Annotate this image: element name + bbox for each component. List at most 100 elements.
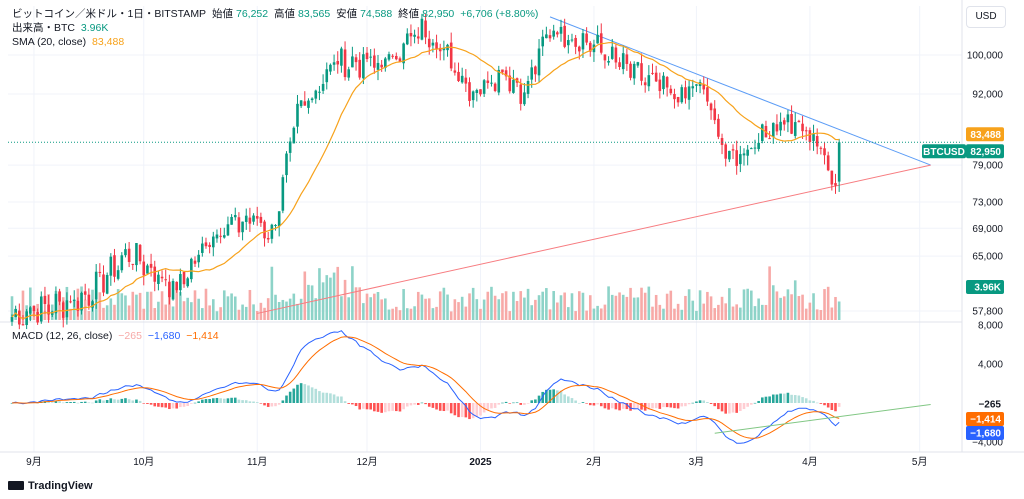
macd-hist-bar	[684, 403, 687, 407]
volume-bar	[486, 291, 490, 320]
currency-button[interactable]: USD	[966, 6, 1006, 28]
macd-hist-bar	[771, 394, 775, 403]
volume-bar	[340, 296, 343, 320]
macd-hist-bar	[706, 402, 709, 403]
candle-body	[336, 61, 340, 65]
time-axis-label: 12月	[356, 456, 377, 468]
volume-bar	[160, 291, 164, 320]
candle-body	[453, 70, 457, 73]
candle-body	[460, 75, 464, 83]
candle-body	[25, 311, 28, 326]
volume-bar	[709, 296, 713, 320]
volume-bar	[826, 286, 830, 320]
macd-hist-bar	[837, 403, 841, 407]
macd-hist-bar	[801, 397, 804, 403]
macd-hist-bar	[157, 403, 160, 407]
macd-hist-bar	[460, 403, 464, 418]
candle-body	[39, 296, 43, 322]
volume-bar	[761, 304, 764, 320]
candle-body	[468, 82, 471, 101]
macd-hist-bar	[797, 395, 801, 403]
candle-body	[21, 324, 25, 326]
volume-bar	[321, 282, 325, 320]
open-label: 始値	[212, 8, 233, 20]
volume-bar	[442, 287, 446, 320]
candle-body	[728, 150, 731, 160]
volume-bar	[702, 303, 706, 320]
candle-body	[621, 53, 625, 70]
macd-hist-bar	[171, 403, 175, 409]
volume-bar	[369, 297, 372, 320]
volume-bar	[398, 310, 402, 320]
macd-hist-bar	[61, 402, 65, 404]
macd-hist-bar	[113, 399, 116, 403]
macd-hist-bar	[669, 403, 673, 408]
candle-body	[87, 294, 91, 306]
macd-hist-bar	[354, 403, 358, 407]
macd-hist-bar	[585, 403, 588, 404]
macd-hist-bar	[362, 403, 365, 409]
macd-hist-bar	[724, 403, 727, 414]
volume-bar	[380, 299, 383, 320]
macd-hist-bar	[255, 402, 259, 403]
volume-bar	[288, 298, 292, 320]
macd-hist-bar	[764, 396, 768, 403]
candle-body	[435, 42, 438, 49]
candle-body	[135, 243, 138, 266]
macd-hist-bar	[373, 403, 376, 412]
macd-hist-bar	[427, 403, 431, 407]
volume-bar	[548, 309, 552, 320]
macd-hist-bar	[186, 403, 189, 407]
candle-body	[186, 278, 189, 287]
candle-body	[651, 72, 654, 74]
volume-bar	[706, 291, 709, 320]
volume-bar	[365, 293, 369, 320]
time-axis-label: 3月	[689, 456, 705, 468]
macd-label: MACD (12, 26, close)	[12, 330, 113, 342]
volume-bar	[314, 298, 318, 320]
macd-hist-bar	[369, 403, 372, 410]
macd-hist-bar	[105, 399, 109, 403]
macd-hist-bar	[823, 403, 826, 406]
macd-hist-bar	[453, 403, 457, 416]
volume-bar	[387, 309, 391, 320]
volume-bar	[757, 298, 760, 320]
macd-hist-bar	[815, 402, 819, 404]
volume-bar	[578, 291, 581, 320]
macd-hist-bar	[728, 403, 731, 414]
volume-bar	[742, 289, 746, 320]
candle-body	[636, 62, 640, 66]
volume-bar	[786, 289, 790, 320]
macd-hist-bar	[307, 385, 310, 403]
sma-price-badge: 83,488	[970, 130, 1001, 141]
candle-body	[819, 147, 823, 149]
volume-bar	[830, 307, 834, 320]
candle-body	[47, 304, 50, 315]
candle-body	[797, 120, 801, 123]
price-axis-label: 100,000	[967, 51, 1004, 62]
candle-body	[391, 55, 394, 57]
candle-body	[10, 317, 14, 322]
volume-bar	[643, 292, 647, 320]
volume-bar	[149, 291, 153, 320]
candle-body	[303, 101, 307, 106]
volume-bar	[837, 301, 841, 320]
candle-body	[212, 236, 215, 248]
volume-bar	[351, 266, 354, 320]
volume-bar	[460, 296, 464, 320]
volume-bar	[717, 304, 720, 320]
candle-body	[219, 235, 222, 237]
macd-hist-bar	[567, 396, 570, 403]
candle-body	[124, 249, 127, 256]
macd-hist-bar	[739, 403, 742, 411]
volume-bar	[676, 303, 680, 320]
volume-bar	[179, 292, 182, 320]
macd-hist-bar	[556, 390, 559, 403]
volume-bar	[244, 306, 248, 320]
candle-body	[581, 33, 585, 50]
volume-bar	[391, 308, 394, 320]
candle-body	[270, 224, 274, 239]
volume-bar	[255, 311, 259, 320]
macd-hist-bar	[680, 403, 684, 407]
